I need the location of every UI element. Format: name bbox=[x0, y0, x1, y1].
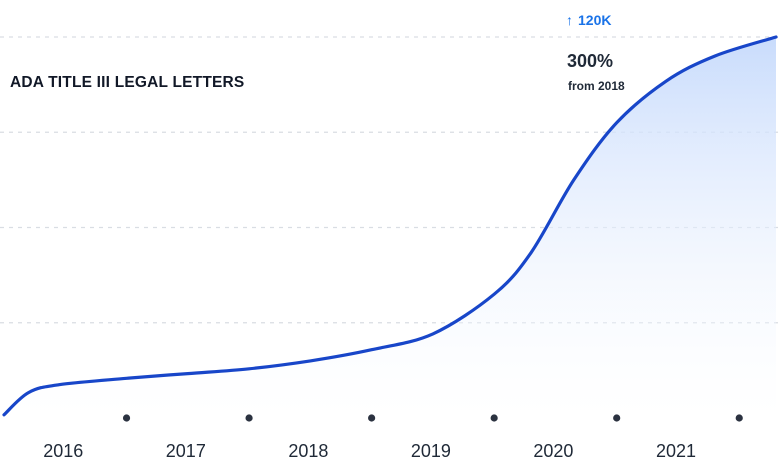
x-tick-label: 2017 bbox=[166, 441, 206, 458]
peak-value: 120K bbox=[578, 12, 612, 28]
area-fill bbox=[4, 37, 776, 418]
x-tick-labels: 2016201720182019202020212022 bbox=[43, 441, 779, 458]
axis-dot bbox=[245, 414, 253, 422]
arrow-up-icon: ↑ bbox=[566, 12, 573, 28]
series-line bbox=[2, 35, 778, 417]
x-tick-label: 2021 bbox=[656, 441, 696, 458]
axis-dot bbox=[735, 414, 743, 422]
x-tick-label: 2019 bbox=[411, 441, 451, 458]
growth-percent: 300% bbox=[567, 51, 614, 71]
axis-dots bbox=[122, 414, 743, 422]
axis-dot bbox=[122, 414, 131, 422]
axis-dot bbox=[613, 414, 621, 422]
x-tick-label: 2018 bbox=[288, 441, 328, 458]
chart-title: ADA TITLE III LEGAL LETTERS bbox=[10, 74, 245, 91]
x-tick-label: 2020 bbox=[533, 441, 573, 458]
axis-dot bbox=[490, 414, 498, 422]
peak-annotation: ↑ 120K bbox=[566, 12, 611, 28]
x-tick-label: 2016 bbox=[43, 441, 83, 458]
growth-subtitle: from 2018 bbox=[568, 79, 625, 93]
axis-dot bbox=[368, 414, 376, 422]
